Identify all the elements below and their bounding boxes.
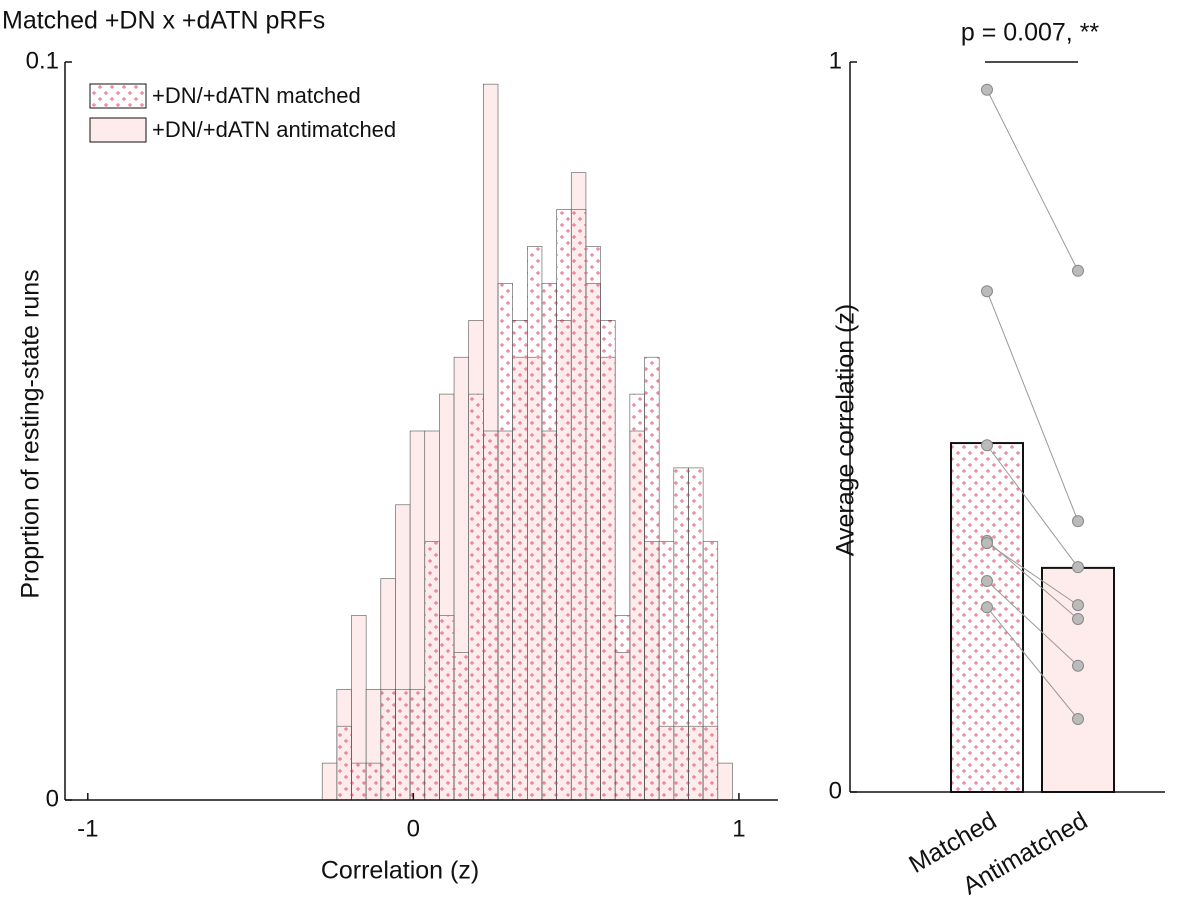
legend-swatch — [89, 83, 147, 109]
point — [981, 83, 993, 96]
bar — [541, 283, 557, 801]
bar — [321, 762, 338, 801]
x-tick-label: -1 — [77, 815, 98, 842]
point — [1072, 659, 1084, 672]
bar — [439, 615, 455, 801]
chart-title: Matched +DN x +dATN pRFs — [2, 7, 325, 35]
bar — [483, 430, 499, 801]
y-tick-label: 0 — [46, 785, 59, 812]
pair-line — [986, 580, 1079, 667]
point — [981, 575, 993, 588]
legend-swatch — [89, 117, 147, 143]
bar — [453, 652, 470, 801]
bar — [380, 688, 396, 801]
point — [1072, 713, 1084, 725]
bar — [717, 762, 733, 801]
point — [1072, 561, 1084, 574]
bar — [409, 688, 426, 801]
bar — [365, 762, 382, 801]
x-axis-label: Correlation (z) — [321, 857, 479, 885]
bar — [600, 319, 616, 801]
bar — [351, 762, 367, 801]
point — [981, 537, 993, 550]
bar — [644, 356, 660, 801]
y-tick-label: 0.1 — [26, 47, 59, 74]
bar — [512, 319, 528, 801]
y-tick-label: 1 — [829, 47, 842, 74]
y-axis-label: Average correlation (z) — [832, 304, 860, 556]
legend-label: +DN/+dATN matched — [152, 83, 361, 108]
bar — [629, 393, 645, 801]
bar — [336, 725, 352, 801]
point — [981, 285, 993, 298]
y-tick-label: 0 — [829, 777, 842, 804]
point — [1072, 599, 1084, 612]
bar — [673, 467, 689, 801]
bar — [424, 541, 440, 801]
x-tick-label: 1 — [732, 815, 745, 842]
bar — [950, 442, 1024, 793]
bar — [497, 283, 513, 801]
pair-line — [986, 444, 1079, 568]
bar — [570, 209, 587, 801]
pair-line — [986, 89, 1079, 272]
bar — [658, 541, 675, 801]
bar — [556, 209, 572, 801]
bar — [614, 615, 631, 801]
x-tick-label: 0 — [407, 815, 420, 842]
point — [981, 439, 993, 452]
y-axis-label: Proprtion of resting-state runs — [17, 269, 45, 598]
point — [1072, 612, 1084, 625]
legend-label: +DN/+dATN antimatched — [152, 117, 396, 142]
point — [1072, 264, 1084, 277]
point — [1072, 515, 1084, 528]
bar — [688, 467, 704, 801]
bar — [395, 688, 411, 801]
point — [981, 601, 993, 614]
pair-line — [986, 291, 1079, 522]
annotation: p = 0.007, ** — [961, 19, 1100, 47]
pair-line — [986, 542, 1079, 606]
bar — [702, 541, 719, 801]
pair-line — [986, 606, 1079, 720]
bar — [468, 393, 484, 801]
bar — [527, 246, 543, 801]
bar — [585, 246, 601, 801]
